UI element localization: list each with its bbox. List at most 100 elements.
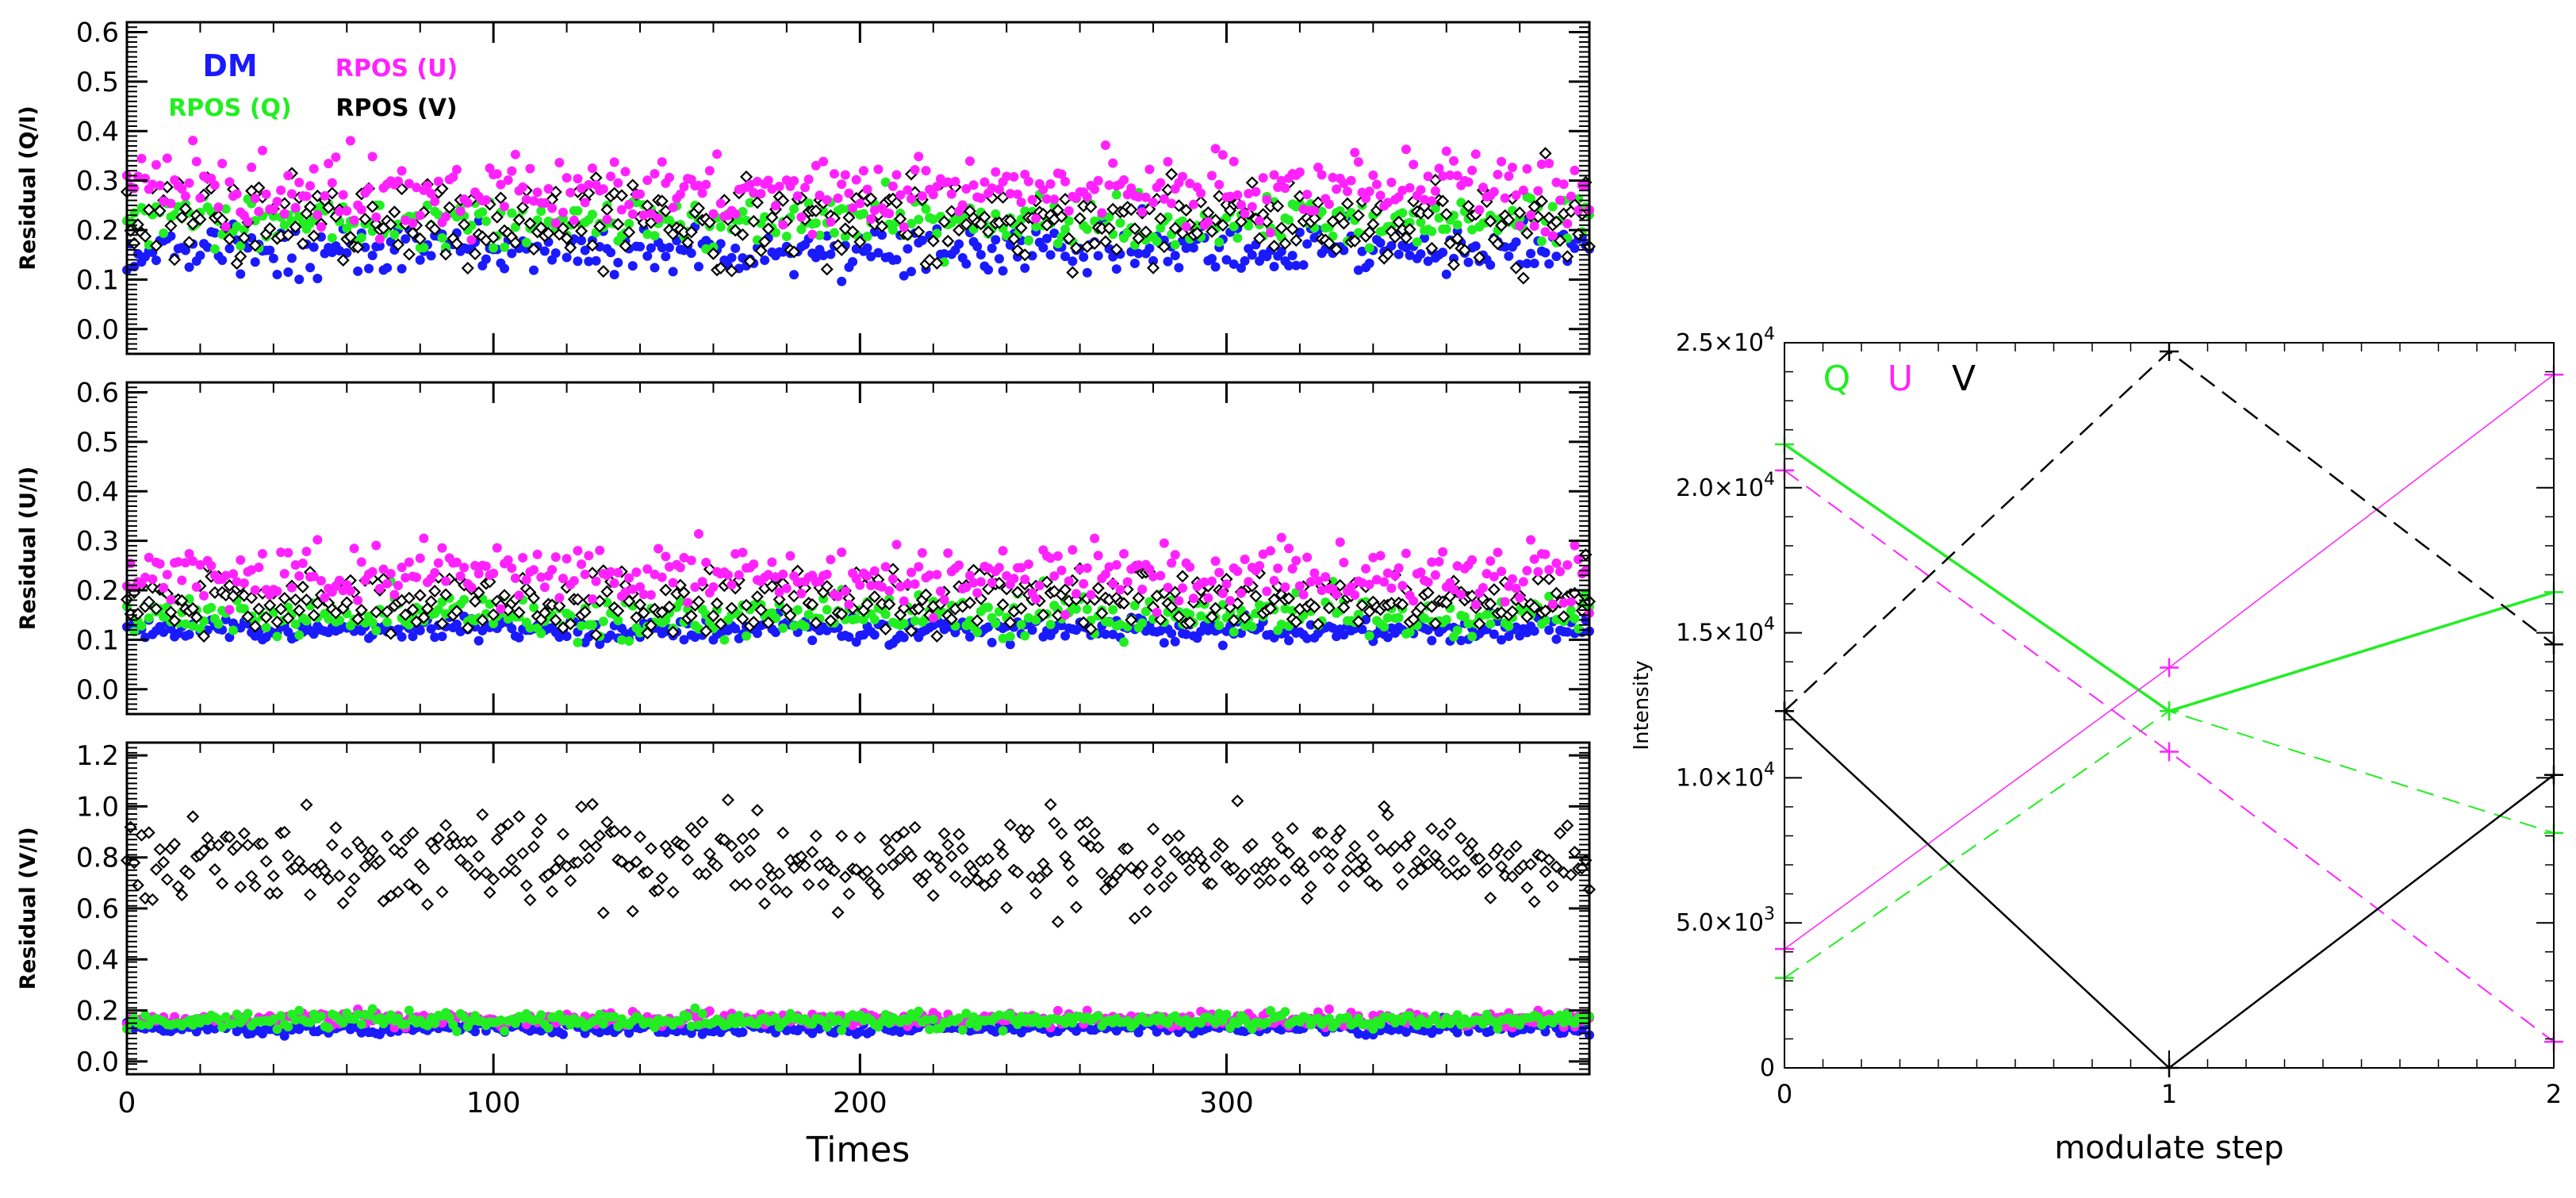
data-point <box>1269 575 1279 586</box>
data-point <box>837 204 847 214</box>
data-point <box>789 621 799 632</box>
data-point <box>1159 538 1169 548</box>
data-point <box>1236 628 1246 639</box>
data-point <box>700 624 713 638</box>
data-point <box>725 601 738 615</box>
data-point <box>549 613 562 627</box>
data-point <box>272 632 282 642</box>
data-point <box>1040 218 1054 232</box>
data-point <box>1104 212 1114 222</box>
data-point <box>1156 570 1166 581</box>
data-point <box>681 236 695 249</box>
data-point <box>419 533 429 543</box>
data-point <box>697 188 707 198</box>
data-point <box>736 228 749 241</box>
data-point <box>1434 163 1444 174</box>
data-point <box>577 620 587 631</box>
data-point <box>412 182 422 193</box>
data-point <box>355 603 368 617</box>
data-point <box>1491 237 1505 251</box>
data-point <box>853 235 867 248</box>
data-point <box>1194 195 1208 209</box>
data-point <box>1364 243 1374 253</box>
data-point <box>1064 216 1074 226</box>
data-point <box>582 186 596 200</box>
data-point <box>1393 249 1404 259</box>
data-point <box>945 612 958 626</box>
data-point <box>692 202 706 215</box>
data-point <box>584 551 594 561</box>
data-point <box>987 244 997 254</box>
data-point <box>584 179 594 190</box>
data-point <box>1438 171 1448 181</box>
data-point <box>1339 630 1349 640</box>
data-point <box>497 866 512 879</box>
data-point <box>1206 576 1217 586</box>
data-point <box>1225 596 1236 606</box>
data-point <box>1042 194 1052 204</box>
data-point <box>1216 218 1229 232</box>
data-point <box>1332 632 1342 642</box>
data-point <box>1027 251 1037 261</box>
data-point <box>481 195 491 205</box>
data-point <box>1125 203 1138 217</box>
data-point <box>961 259 972 269</box>
data-point <box>180 191 190 202</box>
data-point <box>148 574 158 585</box>
data-point <box>1095 606 1109 620</box>
data-point <box>433 558 443 568</box>
data-point <box>1313 576 1324 586</box>
data-point <box>1196 611 1206 621</box>
data-point <box>248 620 262 633</box>
data-point <box>950 176 960 186</box>
data-point <box>1023 176 1033 186</box>
data-point <box>1210 144 1221 154</box>
data-point <box>1449 156 1459 166</box>
data-point <box>399 608 412 621</box>
data-point <box>822 625 832 635</box>
data-point <box>1247 202 1257 212</box>
data-point <box>1045 620 1056 630</box>
data-point <box>276 1011 286 1021</box>
data-point <box>1456 589 1466 600</box>
data-point <box>654 543 664 554</box>
data-point <box>1441 224 1451 234</box>
data-point <box>1079 252 1089 263</box>
data-point <box>1291 260 1301 271</box>
data-point <box>523 217 537 230</box>
data-point <box>289 593 302 606</box>
data-point <box>577 183 587 194</box>
data-point <box>1284 635 1294 646</box>
data-point <box>1111 559 1121 570</box>
data-point <box>490 832 504 846</box>
data-point <box>616 635 627 645</box>
data-point <box>1205 610 1219 624</box>
data-point <box>1390 570 1401 581</box>
data-point <box>891 255 902 265</box>
data-point <box>322 201 335 214</box>
data-point <box>433 605 443 615</box>
data-point <box>1140 192 1151 202</box>
data-point <box>476 613 489 627</box>
data-point <box>236 240 246 251</box>
data-point <box>1452 625 1462 635</box>
data-point <box>527 243 541 256</box>
data-point <box>868 590 881 604</box>
data-point <box>159 582 169 593</box>
data-point <box>829 228 839 238</box>
data-point <box>276 547 286 558</box>
data-point <box>489 568 499 578</box>
data-point <box>401 215 411 225</box>
data-point <box>458 217 471 232</box>
data-point <box>290 560 301 570</box>
data-point <box>701 179 711 190</box>
data-point <box>151 159 161 170</box>
data-point <box>543 183 554 194</box>
data-point <box>1348 234 1362 248</box>
data-point <box>220 221 231 232</box>
data-point <box>1010 244 1025 257</box>
data-point <box>785 551 795 561</box>
data-point <box>312 209 323 220</box>
data-point <box>1269 261 1279 271</box>
